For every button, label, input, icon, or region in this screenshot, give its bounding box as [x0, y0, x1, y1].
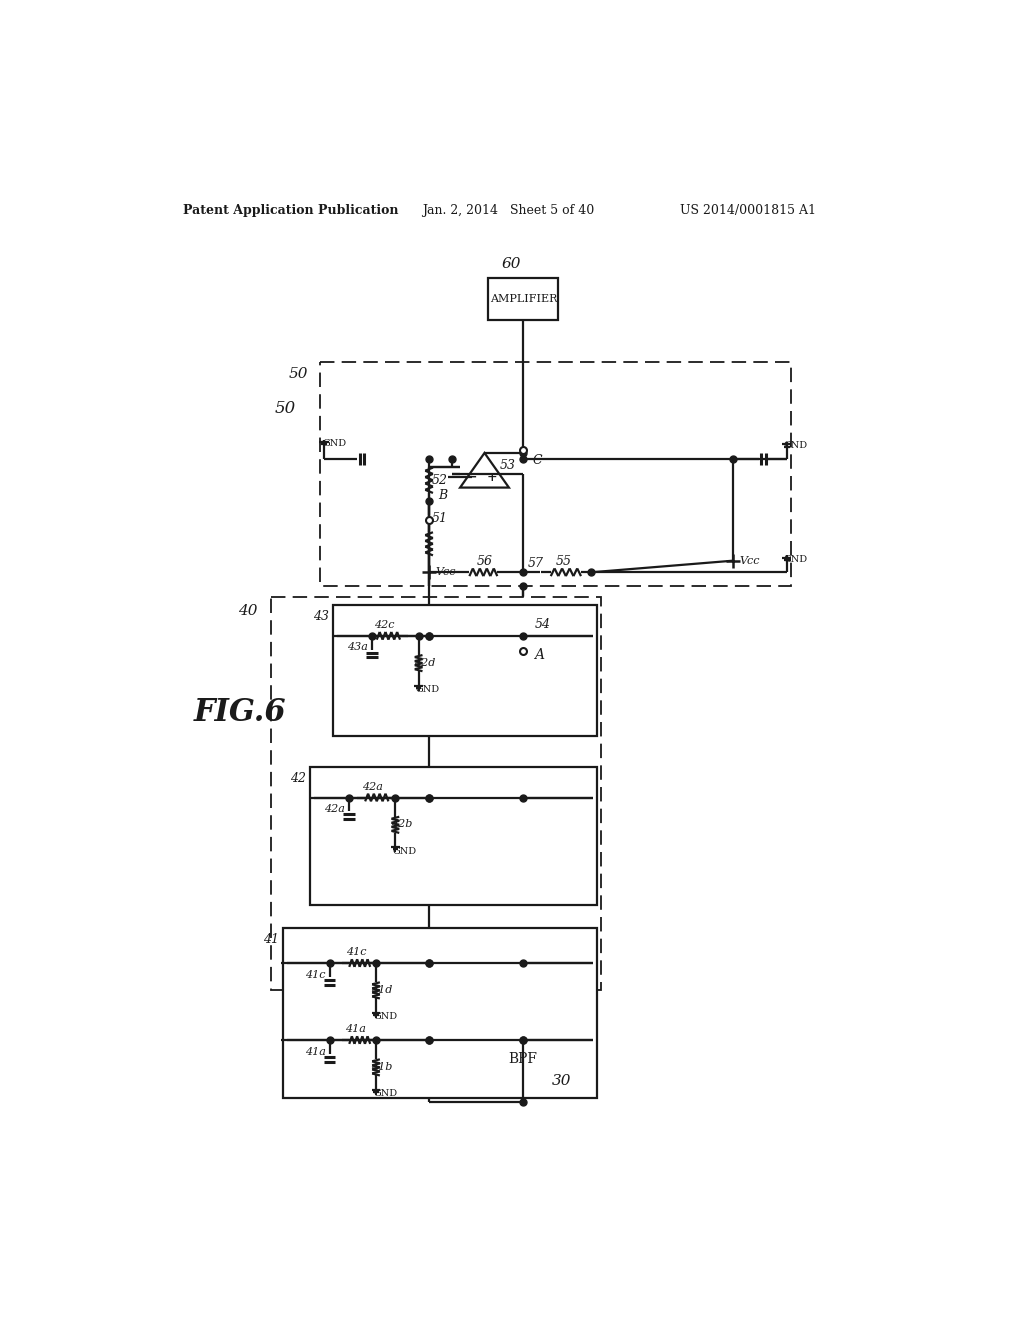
Bar [495, 1040, 553, 1077]
Text: +: + [486, 471, 497, 483]
Text: GND: GND [416, 685, 440, 694]
Bar [334, 605, 597, 737]
Text: AMPLIFIER: AMPLIFIER [489, 294, 557, 304]
Text: C: C [532, 454, 542, 467]
Bar [271, 597, 601, 990]
Bar [488, 277, 558, 321]
Text: 42: 42 [290, 772, 306, 785]
Text: 60: 60 [502, 257, 521, 271]
Text: Jan. 2, 2014   Sheet 5 of 40: Jan. 2, 2014 Sheet 5 of 40 [422, 205, 594, 218]
Bar [283, 928, 597, 1098]
Text: 53: 53 [500, 459, 516, 471]
Text: 50: 50 [289, 367, 308, 381]
Text: 42c: 42c [375, 620, 395, 630]
Text: 41a: 41a [345, 1024, 367, 1035]
Text: GND: GND [784, 554, 808, 564]
Text: 42a: 42a [362, 781, 383, 792]
Text: 43a: 43a [347, 643, 369, 652]
Text: GND: GND [373, 1089, 397, 1098]
Text: Vcc: Vcc [436, 568, 457, 577]
Text: 41b: 41b [372, 1063, 393, 1072]
Text: 41c: 41c [305, 970, 326, 979]
Text: 40: 40 [238, 605, 257, 618]
Text: 56: 56 [477, 554, 493, 568]
Text: GND: GND [323, 440, 347, 449]
Text: 42b: 42b [391, 820, 413, 829]
Text: 42d: 42d [414, 657, 435, 668]
Text: GND: GND [784, 441, 808, 450]
Text: 41a: 41a [305, 1047, 326, 1056]
Bar [310, 767, 597, 906]
Bar [321, 363, 791, 586]
Text: 51: 51 [432, 512, 447, 525]
Text: 43: 43 [313, 610, 330, 623]
Text: Vcc: Vcc [739, 556, 760, 566]
Text: 41: 41 [263, 933, 280, 946]
Text: 57: 57 [527, 557, 544, 569]
Text: GND: GND [373, 1012, 397, 1022]
Text: A: A [534, 648, 544, 663]
Text: 41d: 41d [372, 985, 393, 995]
Text: 52: 52 [432, 474, 447, 487]
Text: BPF: BPF [509, 1052, 538, 1065]
Text: 41c: 41c [346, 948, 367, 957]
Text: FIG.6: FIG.6 [195, 697, 287, 729]
Text: US 2014/0001815 A1: US 2014/0001815 A1 [680, 205, 816, 218]
Text: 54: 54 [535, 618, 551, 631]
Text: 30: 30 [552, 1074, 571, 1088]
Text: Patent Application Publication: Patent Application Publication [183, 205, 398, 218]
Text: GND: GND [392, 847, 417, 855]
Text: 50: 50 [274, 400, 296, 417]
Text: 55: 55 [556, 554, 571, 568]
Text: B: B [438, 488, 447, 502]
Text: −: − [467, 471, 477, 483]
Text: 42a: 42a [325, 804, 345, 814]
